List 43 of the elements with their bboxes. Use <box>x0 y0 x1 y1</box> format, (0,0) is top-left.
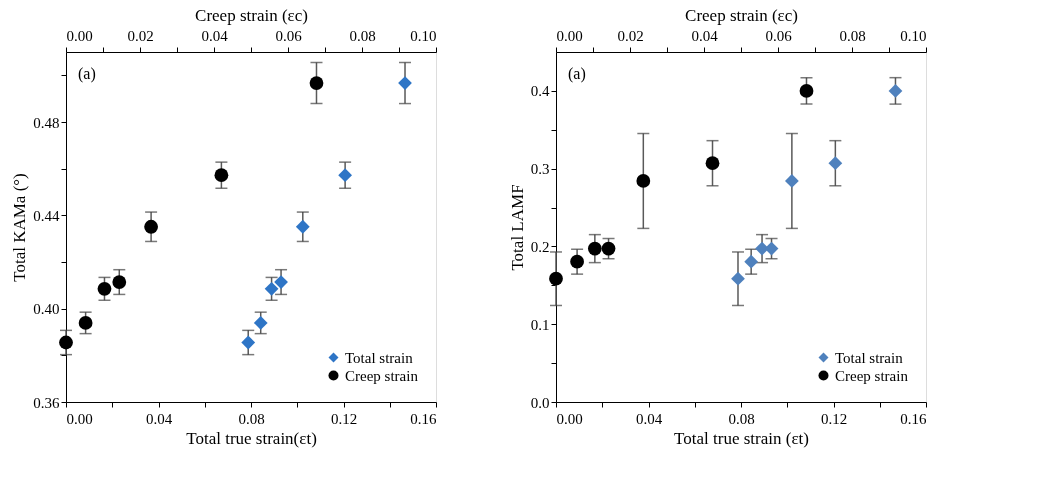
x2-axis-title: Creep strain (εc) <box>685 5 798 25</box>
legend-label: Total strain <box>835 349 904 366</box>
x-axis-title: Total true strain(εt) <box>186 428 317 448</box>
y-tick-label: 0.44 <box>33 207 60 224</box>
x2-tick-label: 0.04 <box>201 27 229 44</box>
legend-label: Creep strain <box>835 367 909 384</box>
x2-tick-label: 0.00 <box>66 27 93 44</box>
x-tick-label: 0.16 <box>410 410 437 427</box>
x-tick-label: 0.08 <box>728 410 755 427</box>
legend-label: Total strain <box>345 349 414 366</box>
x2-tick-label: 0.08 <box>349 27 376 44</box>
x-tick-label: 0.08 <box>238 410 265 427</box>
x-tick-label: 0.04 <box>635 410 663 427</box>
x2-tick-label: 0.08 <box>839 27 866 44</box>
x-tick-label: 0.04 <box>145 410 173 427</box>
x2-tick-label: 0.06 <box>275 27 303 44</box>
x-tick-label: 0.16 <box>900 410 927 427</box>
x-axis-title: Total true strain (εt) <box>674 428 809 448</box>
x2-tick-label: 0.10 <box>410 27 437 44</box>
x-tick-label: 0.12 <box>820 410 848 427</box>
y-tick-label: 0.48 <box>33 114 60 131</box>
y-tick-label: 0.3 <box>530 161 550 178</box>
x-tick-label: 0.00 <box>66 410 93 427</box>
x2-tick-label: 0.02 <box>617 27 644 44</box>
x2-axis-title: Creep strain (εc) <box>195 5 308 25</box>
x2-tick-label: 0.00 <box>556 27 583 44</box>
x-tick-label: 0.12 <box>330 410 358 427</box>
y-tick-label: 0.0 <box>530 394 550 411</box>
y-tick-label: 0.4 <box>530 83 550 100</box>
y-tick-label: 0.36 <box>33 394 60 411</box>
y-axis-title: Total LAMF <box>507 184 527 271</box>
y-axis-title: Total KAMa (°) <box>10 173 30 282</box>
annotation: (a) <box>568 65 586 83</box>
x2-tick-label: 0.02 <box>127 27 154 44</box>
x2-tick-label: 0.10 <box>900 27 927 44</box>
x-tick-label: 0.00 <box>556 410 583 427</box>
y-tick-label: 0.40 <box>33 301 60 318</box>
annotation: (a) <box>78 65 96 83</box>
x2-tick-label: 0.06 <box>765 27 793 44</box>
x2-tick-label: 0.04 <box>691 27 719 44</box>
y-tick-label: 0.1 <box>530 316 550 333</box>
y-tick-label: 0.2 <box>530 238 550 255</box>
legend-label: Creep strain <box>345 367 419 384</box>
